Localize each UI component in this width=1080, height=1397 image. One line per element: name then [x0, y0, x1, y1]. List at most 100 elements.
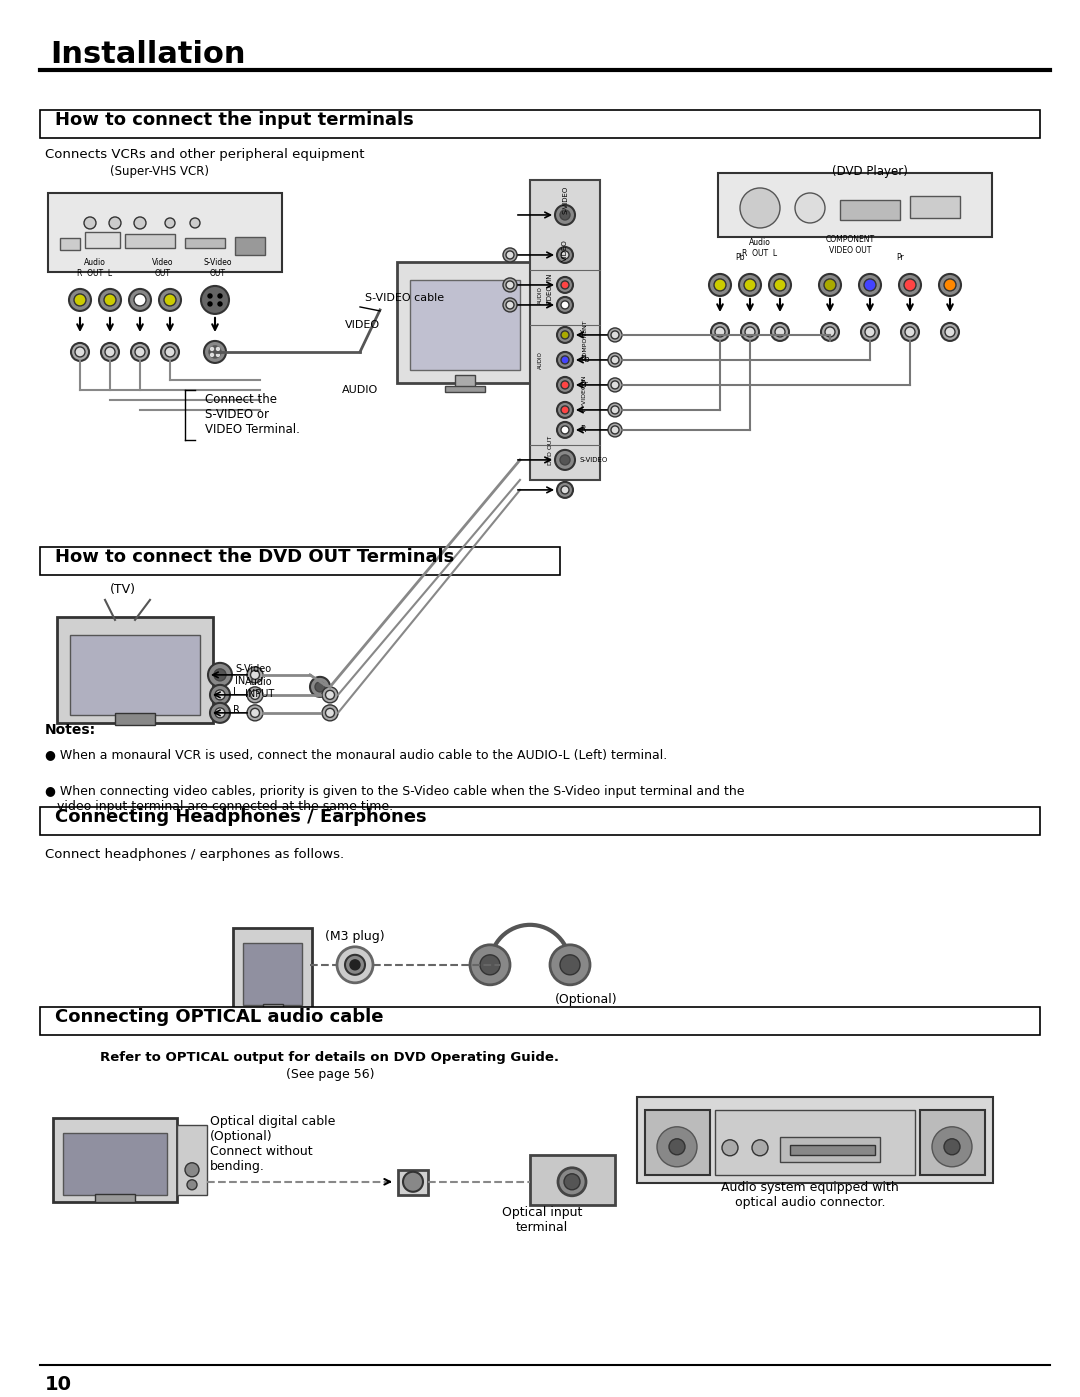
Circle shape [187, 1180, 197, 1190]
FancyBboxPatch shape [718, 173, 993, 237]
FancyBboxPatch shape [48, 193, 282, 272]
Circle shape [611, 381, 619, 388]
Circle shape [216, 348, 219, 351]
Bar [95, 1194, 135, 1201]
Circle shape [550, 944, 590, 985]
Circle shape [561, 455, 570, 465]
Circle shape [310, 678, 330, 697]
Circle shape [105, 346, 114, 358]
Circle shape [774, 279, 786, 291]
Circle shape [904, 279, 916, 291]
Circle shape [708, 274, 731, 296]
Circle shape [561, 331, 569, 339]
Circle shape [555, 450, 575, 469]
Circle shape [865, 327, 875, 337]
Text: (Super-VHS VCR): (Super-VHS VCR) [110, 165, 210, 179]
Text: R: R [580, 426, 585, 434]
Circle shape [555, 205, 575, 225]
Circle shape [503, 278, 517, 292]
Circle shape [557, 298, 573, 313]
Circle shape [204, 341, 226, 363]
Circle shape [608, 423, 622, 437]
Text: Installation: Installation [50, 41, 245, 70]
Text: S-Video
IN: S-Video IN [235, 664, 271, 686]
Circle shape [561, 300, 569, 309]
Text: DVD OUT: DVD OUT [548, 436, 553, 465]
Circle shape [905, 327, 915, 337]
Circle shape [608, 328, 622, 342]
Circle shape [557, 352, 573, 367]
Circle shape [821, 323, 839, 341]
Circle shape [769, 274, 791, 296]
Text: Connecting OPTICAL audio cable: Connecting OPTICAL audio cable [55, 1007, 383, 1025]
Circle shape [715, 327, 725, 337]
Circle shape [507, 300, 514, 309]
Circle shape [99, 289, 121, 312]
Circle shape [208, 302, 212, 306]
Circle shape [611, 356, 619, 365]
FancyBboxPatch shape [40, 110, 1040, 138]
Text: S-VIDEO: S-VIDEO [580, 457, 608, 462]
Circle shape [507, 281, 514, 289]
Circle shape [210, 346, 221, 358]
Circle shape [218, 293, 222, 298]
Circle shape [741, 323, 759, 341]
Circle shape [216, 353, 219, 356]
Text: COMPONENT: COMPONENT [582, 320, 588, 360]
Circle shape [564, 1173, 580, 1190]
Circle shape [345, 954, 365, 975]
Text: S-VIDEO cable: S-VIDEO cable [365, 293, 444, 303]
Circle shape [941, 323, 959, 341]
Circle shape [557, 402, 573, 418]
Circle shape [711, 323, 729, 341]
Circle shape [134, 293, 146, 306]
Circle shape [859, 274, 881, 296]
Text: ● When connecting video cables, priority is given to the S-Video cable when the : ● When connecting video cables, priority… [45, 785, 744, 813]
Circle shape [218, 302, 222, 306]
Bar [177, 1125, 207, 1194]
Text: L: L [580, 405, 584, 415]
Circle shape [159, 289, 181, 312]
Text: L: L [233, 687, 239, 697]
Circle shape [557, 247, 573, 263]
Circle shape [131, 342, 149, 360]
Circle shape [251, 671, 259, 679]
Circle shape [944, 279, 956, 291]
Circle shape [210, 703, 230, 722]
Circle shape [561, 426, 569, 434]
Text: Pr: Pr [580, 380, 588, 390]
Circle shape [557, 327, 573, 342]
Bar [530, 180, 600, 481]
Circle shape [69, 289, 91, 312]
Text: (DVD Player): (DVD Player) [832, 165, 908, 179]
FancyBboxPatch shape [53, 1118, 177, 1201]
Bar [185, 237, 225, 247]
Circle shape [322, 705, 338, 721]
Circle shape [350, 960, 360, 970]
Text: Connect the
S-VIDEO or
VIDEO Terminal.: Connect the S-VIDEO or VIDEO Terminal. [205, 394, 300, 436]
Bar [243, 943, 302, 1004]
Circle shape [611, 426, 619, 434]
Circle shape [210, 685, 230, 705]
Circle shape [775, 327, 785, 337]
Text: How to connect the input terminals: How to connect the input terminals [55, 110, 414, 129]
Circle shape [944, 1139, 960, 1155]
Circle shape [739, 274, 761, 296]
Bar [645, 1109, 710, 1175]
FancyBboxPatch shape [40, 546, 561, 576]
Text: Audio system equipped with
optical audio connector.: Audio system equipped with optical audio… [721, 1180, 899, 1208]
Bar [530, 1155, 615, 1204]
Bar [410, 279, 519, 370]
Circle shape [945, 327, 955, 337]
Circle shape [561, 281, 569, 289]
Bar [910, 196, 960, 218]
Text: Optical input
terminal: Optical input terminal [502, 1206, 582, 1234]
Circle shape [561, 954, 580, 975]
Text: S-Video
OUT: S-Video OUT [204, 258, 232, 278]
Circle shape [185, 1162, 199, 1176]
FancyBboxPatch shape [233, 928, 312, 1011]
Circle shape [771, 323, 789, 341]
Circle shape [134, 217, 146, 229]
Circle shape [165, 218, 175, 228]
Bar [85, 232, 120, 247]
